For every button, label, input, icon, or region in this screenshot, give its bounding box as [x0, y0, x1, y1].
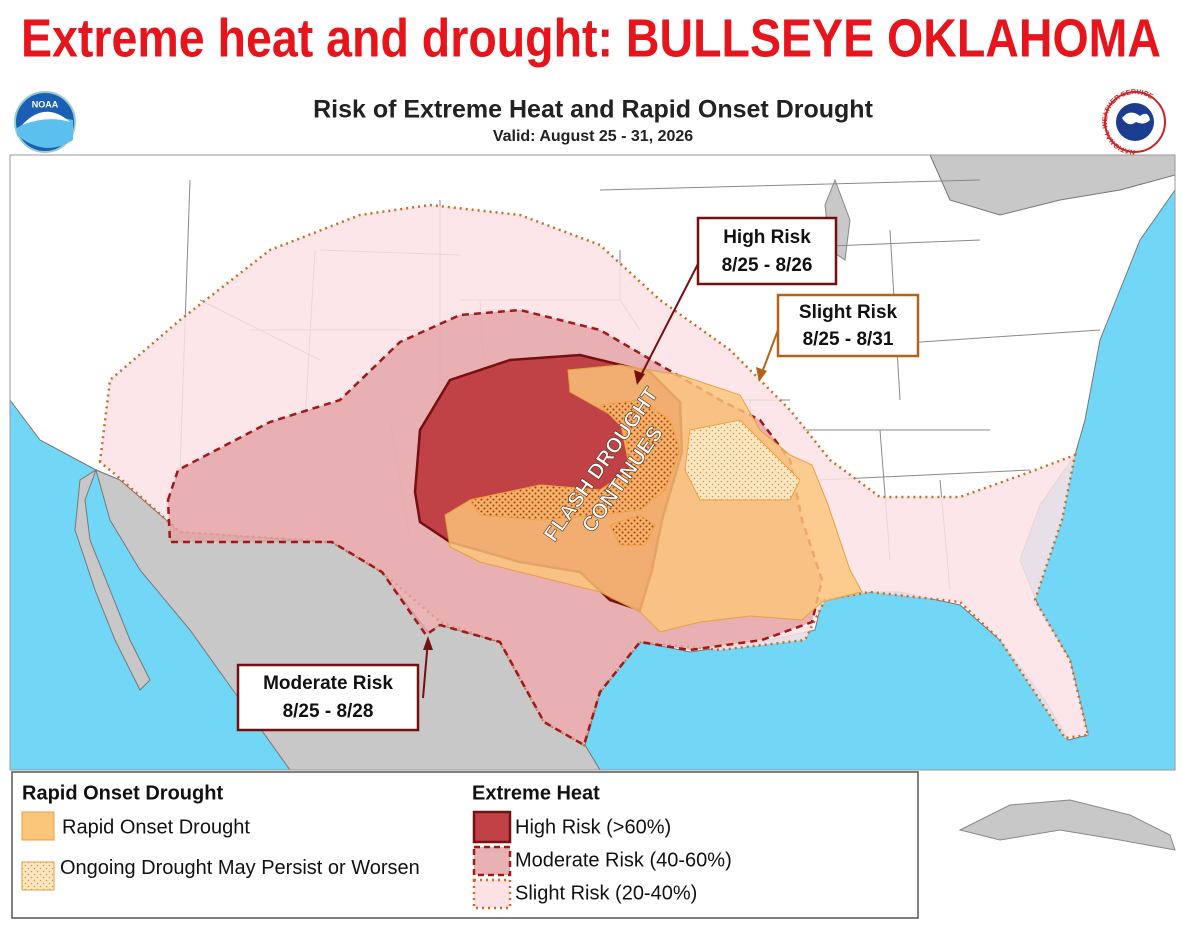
callout-dates: 8/25 - 8/28	[283, 701, 374, 722]
ongoing-drought-area	[469, 399, 681, 521]
callout-title: Moderate Risk	[263, 673, 393, 694]
legend-swatch	[21, 861, 55, 891]
callout-title: High Risk	[723, 227, 811, 248]
legend-heading: Extreme Heat	[472, 782, 600, 804]
map-frame	[9, 154, 1176, 771]
legend-item: High Risk (>60%)	[515, 816, 671, 838]
noaa-logo: NOAA	[14, 91, 76, 153]
callout-high: High Risk 8/25 - 8/26	[634, 216, 838, 385]
headline: Extreme heat and drought: BULLSEYE OKLAH…	[21, 8, 1161, 68]
callout-slight: Slight Risk 8/25 - 8/31	[756, 293, 920, 382]
legend-heading: Rapid Onset Drought	[22, 782, 223, 804]
legend-swatch	[21, 811, 55, 841]
map: FLASH DROUGHT CONTINUES High Risk 8/25 -…	[9, 154, 1176, 851]
nws-logo: NATIONAL WEATHER SERVICE	[1102, 89, 1166, 155]
callout-title: Slight Risk	[799, 302, 898, 323]
legend-swatch	[472, 810, 512, 844]
legend-swatch	[472, 845, 512, 877]
callout-dates: 8/25 - 8/31	[803, 329, 894, 350]
ongoing-drought-area-3	[609, 514, 656, 546]
legend-swatch	[472, 878, 512, 910]
legend-item: Moderate Risk (40-60%)	[515, 849, 732, 871]
cuba	[958, 799, 1176, 851]
legend-item: Ongoing Drought May Persist or Worsen	[60, 857, 420, 879]
callout-dates: 8/25 - 8/26	[722, 255, 813, 276]
callout-moderate: Moderate Risk 8/25 - 8/28	[236, 636, 433, 732]
legend-item-wrap: Ongoing Drought May Persist or Worsen	[60, 857, 420, 879]
map-title: Risk of Extreme Heat and Rapid Onset Dro…	[313, 96, 873, 124]
legend-item: Slight Risk (20-40%)	[515, 882, 697, 904]
ongoing-drought-area-2	[684, 419, 801, 501]
baja	[74, 468, 151, 691]
legend-item: Rapid Onset Drought	[62, 816, 250, 838]
noaa-text: NOAA	[32, 99, 59, 109]
map-valid: Valid: August 25 - 31, 2026	[493, 128, 693, 145]
legend: Rapid Onset Drought Rapid Onset Drought …	[11, 771, 919, 919]
